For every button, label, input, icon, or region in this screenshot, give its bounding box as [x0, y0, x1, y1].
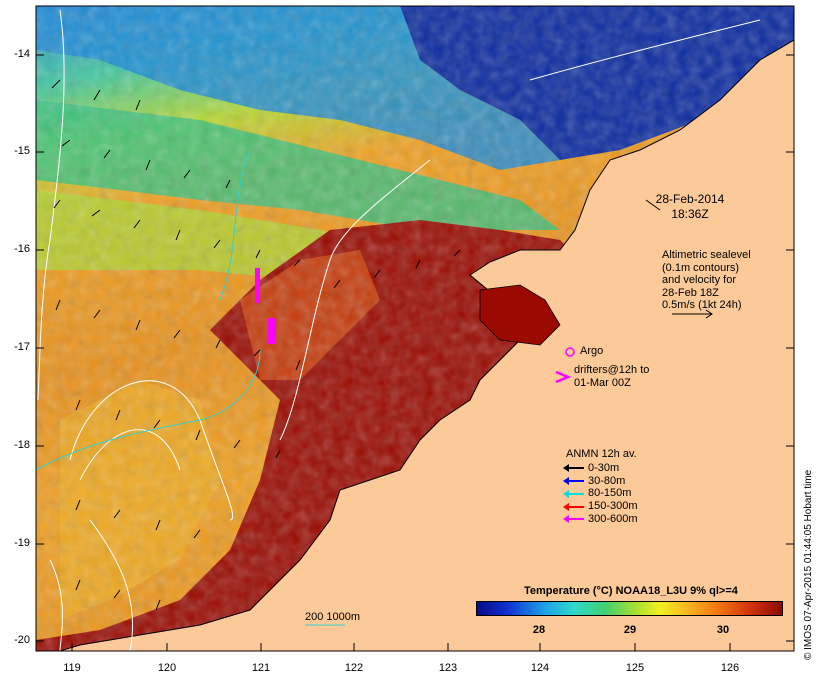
drifters-line: 01-Mar 00Z — [574, 377, 631, 389]
arrow-left-icon — [563, 489, 584, 498]
altimetry-line: 28-Feb 18Z — [662, 286, 719, 299]
altimetry-line: and velocity for — [662, 274, 736, 286]
arrow-left-icon — [563, 502, 584, 511]
drifter-marker-icon — [555, 370, 572, 384]
y-tick: -15 — [14, 145, 30, 157]
y-tick: -17 — [14, 341, 30, 353]
legend-item: 80-150m — [563, 487, 638, 500]
y-tick: -16 — [14, 243, 30, 255]
credit-label: © IMOS 07-Apr-2015 01:44:05 Hobart time — [803, 469, 814, 660]
legend-item: 30-80m — [563, 474, 638, 488]
colorbar-tick: 28 — [532, 624, 546, 636]
date-label: 28-Feb-2014 18:36Z — [650, 192, 730, 222]
legend-label: 80-150m — [588, 487, 632, 500]
arrow-left-icon — [563, 464, 584, 473]
x-tick: 121 — [251, 662, 271, 674]
x-tick: 120 — [157, 662, 177, 674]
drifters-line: drifters@12h to — [574, 364, 650, 376]
argo-label: Argo — [580, 345, 604, 357]
legend-label: 150-300m — [588, 500, 638, 513]
legend-label: 0-30m — [588, 461, 620, 474]
y-tick: -14 — [14, 48, 30, 60]
altimetry-line: Altimetric sealevel — [662, 249, 751, 261]
x-tick: 119 — [63, 662, 81, 674]
colorbar — [476, 601, 783, 616]
y-tick: -20 — [14, 634, 30, 646]
drifters-label: drifters@12h to 01-Mar 00Z — [574, 364, 649, 390]
legend-label: 30-80m — [588, 474, 626, 487]
x-tick: 125 — [625, 662, 645, 674]
x-tick: 124 — [530, 662, 550, 674]
date-line: 28-Feb-2014 — [655, 192, 725, 206]
legend-label: 300-600m — [588, 512, 638, 525]
x-tick: 122 — [344, 662, 364, 674]
argo-marker-icon — [565, 347, 575, 357]
legend-item: 0-30m — [563, 461, 638, 475]
arrow-left-icon — [563, 476, 584, 485]
legend-item: 150-300m — [563, 500, 638, 513]
anmn-legend: ANMN 12h av. 0-30m 30-80m 80-150m 150-30… — [563, 448, 638, 526]
colorbar-tick: 29 — [623, 624, 637, 636]
x-tick: 123 — [438, 662, 458, 674]
colorbar-tick: 30 — [716, 624, 730, 636]
x-tick: 126 — [720, 662, 740, 674]
altimetry-label: Altimetric sealevel (0.1m contours) and … — [662, 249, 751, 312]
y-tick: -18 — [14, 439, 30, 451]
colorbar-title: Temperature (°C) NOAA18_L3U 9% ql>=4 — [524, 585, 738, 597]
arrow-left-icon — [563, 515, 584, 524]
land — [59, 39, 794, 651]
depth-scale-label: 200 1000m — [305, 611, 361, 623]
anmn-legend-title: ANMN 12h av. — [566, 448, 637, 460]
time-line: 18:36Z — [671, 207, 709, 221]
altimetry-line: (0.1m contours) — [662, 261, 740, 274]
legend-item: 300-600m — [563, 512, 638, 526]
altimetry-line: 0.5m/s (1kt 24h) — [662, 299, 742, 311]
y-tick: -19 — [14, 537, 30, 549]
